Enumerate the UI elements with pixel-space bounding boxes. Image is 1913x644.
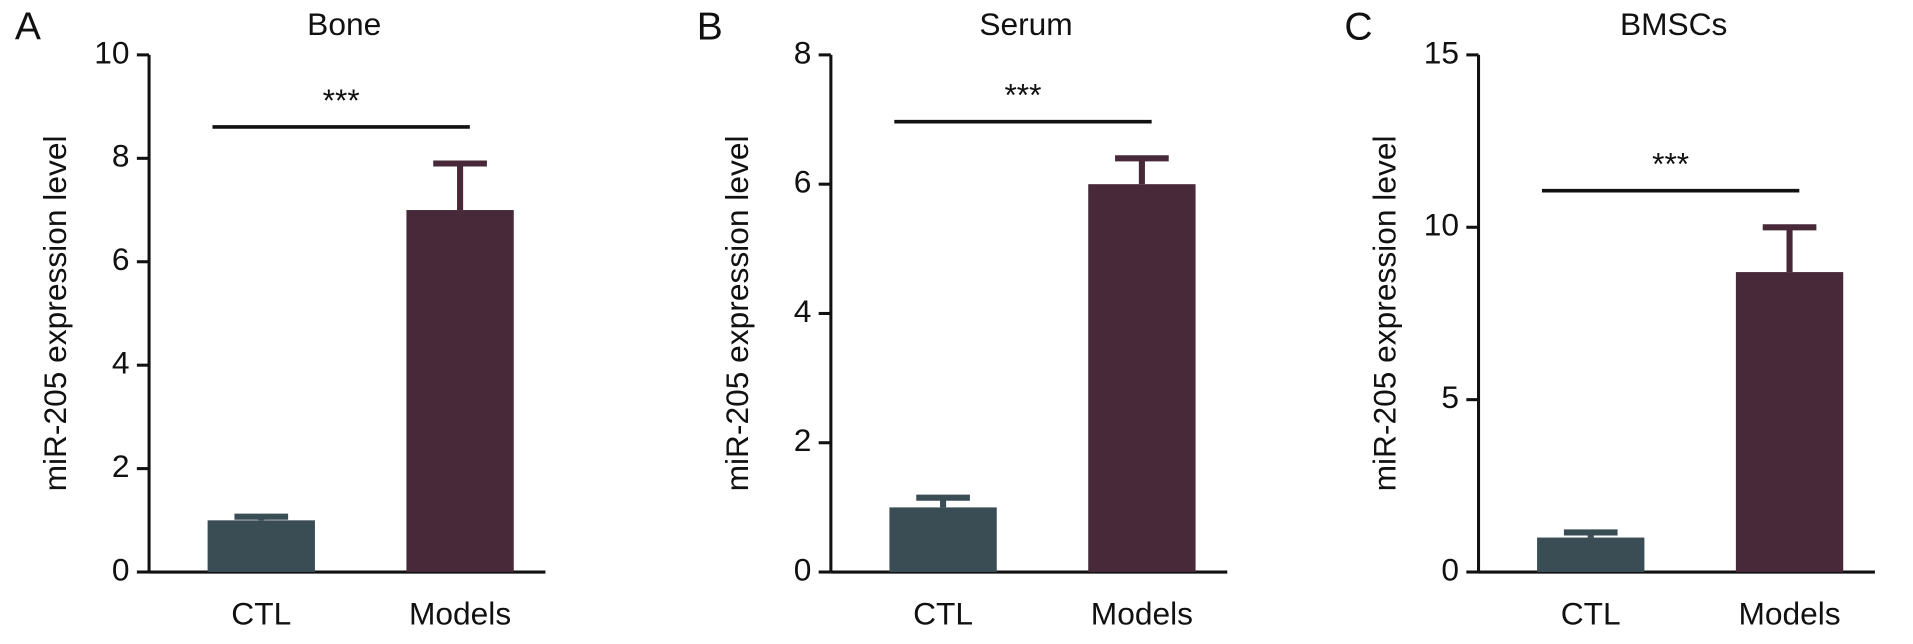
significance-label: *** [1004,77,1041,113]
significance-label: *** [323,82,360,118]
chart-title: Serum [979,6,1072,42]
bar [1735,272,1844,573]
y-tick-label: 4 [794,293,812,329]
x-tick-label: Models [1738,595,1840,631]
y-tick-label: 10 [1424,207,1459,243]
y-tick-label: 0 [1441,551,1459,587]
panel-label: C [1344,6,1372,49]
x-tick-label: CTL [913,595,973,631]
y-tick-label: 4 [112,345,130,381]
x-tick-label: CTL [231,595,291,631]
panel-label: B [697,6,723,49]
x-tick-label: Models [1091,595,1193,631]
bar [207,520,315,573]
y-axis-label: miR-205 expression level [719,135,755,491]
y-tick-label: 0 [794,551,812,587]
bar [889,507,997,573]
bar [1537,537,1645,573]
y-tick-label: 0 [112,551,130,587]
y-tick-label: 2 [794,422,812,458]
y-axis-label: miR-205 expression level [37,135,73,491]
significance-label: *** [1652,146,1689,182]
y-tick-label: 8 [794,34,812,70]
y-tick-label: 10 [94,34,129,70]
y-tick-label: 8 [112,138,130,174]
bar [1088,184,1196,573]
chart-title: BMSCs [1620,6,1727,42]
y-tick-label: 2 [112,448,130,484]
x-tick-label: CTL [1561,595,1621,631]
chart-title: Bone [307,6,381,42]
y-tick-label: 6 [794,164,812,200]
y-tick-label: 15 [1424,34,1459,70]
y-tick-label: 5 [1441,379,1459,415]
x-tick-label: Models [409,595,511,631]
bar [406,210,514,573]
y-tick-label: 6 [112,241,130,277]
y-axis-label: miR-205 expression level [1366,135,1402,491]
panel-label: A [15,6,41,49]
